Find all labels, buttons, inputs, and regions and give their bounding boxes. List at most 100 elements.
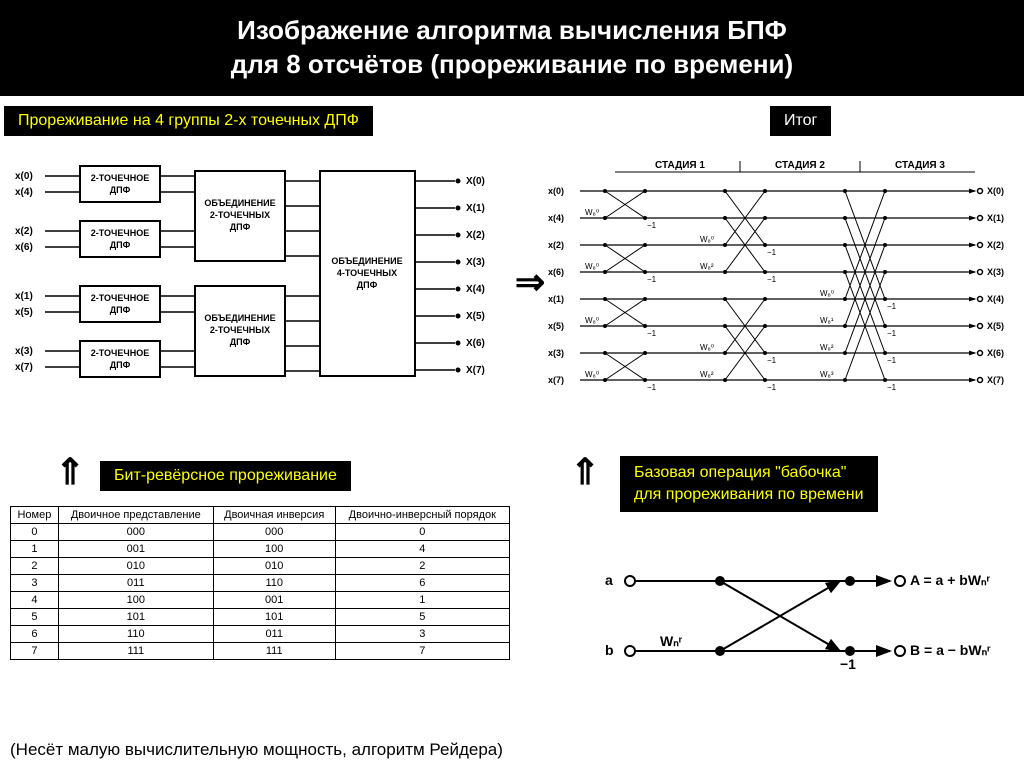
- svg-text:2-ТОЧЕЧНОЕ: 2-ТОЧЕЧНОЕ: [91, 348, 149, 358]
- label-butterfly-l1: Базовая операция "бабочка": [634, 464, 846, 481]
- label-result: Итог: [770, 106, 831, 136]
- footnote: (Несёт малую вычислительную мощность, ал…: [10, 740, 503, 760]
- svg-text:4-ТОЧЕЧНЫХ: 4-ТОЧЕЧНЫХ: [337, 268, 397, 278]
- svg-text:W₈⁰: W₈⁰: [585, 262, 599, 271]
- svg-text:x(2): x(2): [548, 240, 564, 250]
- svg-text:X(6): X(6): [466, 338, 485, 349]
- svg-text:x(0): x(0): [548, 186, 564, 196]
- svg-text:x(5): x(5): [548, 321, 564, 331]
- svg-text:x(7): x(7): [15, 362, 33, 373]
- svg-text:X(7): X(7): [466, 365, 485, 376]
- table-row: 71111117: [11, 642, 510, 659]
- title-line2: для 8 отсчётов (прореживание по времени): [231, 49, 793, 79]
- svg-text:W₈⁰: W₈⁰: [585, 316, 599, 325]
- svg-text:−1: −1: [647, 329, 657, 338]
- svg-text:x(3): x(3): [15, 346, 33, 357]
- svg-text:−1: −1: [767, 275, 777, 284]
- svg-text:X(4): X(4): [987, 294, 1004, 304]
- svg-text:ДПФ: ДПФ: [230, 337, 251, 347]
- svg-text:СТАДИЯ 1: СТАДИЯ 1: [655, 160, 705, 171]
- svg-text:x(1): x(1): [548, 294, 564, 304]
- table-header: Двоичное представление: [58, 506, 213, 523]
- label-decimation: Прореживание на 4 группы 2-х точечных ДП…: [4, 106, 373, 136]
- svg-text:B = a − bWₙʳ: B = a − bWₙʳ: [910, 642, 991, 658]
- svg-text:2-ТОЧЕЧНЫХ: 2-ТОЧЕЧНЫХ: [210, 325, 270, 335]
- svg-text:X(3): X(3): [987, 267, 1004, 277]
- svg-text:W₈²: W₈²: [820, 343, 834, 352]
- svg-text:X(4): X(4): [466, 284, 485, 295]
- svg-text:X(2): X(2): [987, 240, 1004, 250]
- svg-text:W₈²: W₈²: [700, 370, 714, 379]
- table-header: Двоичная инверсия: [213, 506, 335, 523]
- block-diagram: 2-ТОЧЕЧНОЕ ДПФ 2-ТОЧЕЧНОЕ ДПФ 2-ТОЧЕЧНОЕ ДП…: [10, 156, 510, 396]
- svg-text:x(7): x(7): [548, 375, 564, 385]
- svg-text:x(6): x(6): [548, 267, 564, 277]
- svg-text:x(0): x(0): [15, 171, 33, 182]
- svg-text:X(7): X(7): [987, 375, 1004, 385]
- svg-text:x(6): x(6): [15, 242, 33, 253]
- svg-text:−1: −1: [767, 356, 777, 365]
- title-line1: Изображение алгоритма вычисления БПФ: [237, 15, 787, 45]
- svg-text:X(1): X(1): [466, 203, 485, 214]
- svg-text:A = a + bWₙʳ: A = a + bWₙʳ: [910, 572, 991, 588]
- arrow-up-right: ⇑: [570, 451, 600, 493]
- svg-text:a: a: [605, 572, 613, 588]
- table-row: 10011004: [11, 540, 510, 557]
- svg-text:−1: −1: [887, 302, 897, 311]
- svg-text:ОБЪЕДИНЕНИЕ: ОБЪЕДИНЕНИЕ: [204, 313, 275, 323]
- svg-text:−1: −1: [767, 248, 777, 257]
- svg-text:W₈⁰: W₈⁰: [700, 343, 714, 352]
- svg-text:2-ТОЧЕЧНЫХ: 2-ТОЧЕЧНЫХ: [210, 210, 270, 220]
- svg-text:−1: −1: [840, 656, 856, 672]
- svg-text:ДПФ: ДПФ: [230, 222, 251, 232]
- svg-text:X(5): X(5): [466, 311, 485, 322]
- svg-text:−1: −1: [887, 383, 897, 392]
- table-header: Двоично-инверсный порядок: [335, 506, 509, 523]
- svg-text:СТАДИЯ 2: СТАДИЯ 2: [775, 160, 825, 171]
- svg-text:W₈⁰: W₈⁰: [585, 370, 599, 379]
- svg-text:−1: −1: [647, 221, 657, 230]
- svg-text:−1: −1: [647, 383, 657, 392]
- svg-text:x(1): x(1): [15, 291, 33, 302]
- svg-text:X(2): X(2): [466, 230, 485, 241]
- title-bar: Изображение алгоритма вычисления БПФ для…: [0, 0, 1024, 96]
- svg-text:2-ТОЧЕЧНОЕ: 2-ТОЧЕЧНОЕ: [91, 228, 149, 238]
- svg-text:x(3): x(3): [548, 348, 564, 358]
- label-bitrev: Бит-ревёрсное прореживание: [100, 461, 351, 491]
- arrow-up-left: ⇑: [55, 451, 85, 493]
- svg-text:X(6): X(6): [987, 348, 1004, 358]
- svg-text:−1: −1: [647, 275, 657, 284]
- table-row: 20100102: [11, 557, 510, 574]
- svg-text:W₈⁰: W₈⁰: [585, 208, 599, 217]
- svg-text:W₈⁰: W₈⁰: [700, 235, 714, 244]
- svg-text:X(3): X(3): [466, 257, 485, 268]
- table-row: 00000000: [11, 523, 510, 540]
- label-butterfly-l2: для прореживания по времени: [634, 486, 864, 503]
- butterfly-basic-diagram: a b Wₙʳ −1 A = a + bWₙʳ B = a − bWₙʳ: [590, 551, 1000, 681]
- svg-text:W₈³: W₈³: [820, 370, 834, 379]
- table-row: 41000011: [11, 591, 510, 608]
- svg-text:X(0): X(0): [987, 186, 1004, 196]
- svg-text:W₈²: W₈²: [700, 262, 714, 271]
- svg-text:−1: −1: [887, 356, 897, 365]
- butterfly-full-diagram: СТАДИЯ 1СТАДИЯ 2СТАДИЯ 3x(0)X(0)x(4)X(1)…: [545, 156, 1015, 416]
- svg-text:ОБЪЕДИНЕНИЕ: ОБЪЕДИНЕНИЕ: [331, 256, 402, 266]
- svg-text:W₈⁰: W₈⁰: [820, 289, 834, 298]
- table-header: Номер: [11, 506, 59, 523]
- table-row: 61100113: [11, 625, 510, 642]
- arrow-right: ⇒: [515, 261, 545, 303]
- svg-text:ДПФ: ДПФ: [110, 360, 131, 370]
- svg-text:ДПФ: ДПФ: [110, 305, 131, 315]
- svg-text:ОБЪЕДИНЕНИЕ: ОБЪЕДИНЕНИЕ: [204, 198, 275, 208]
- table-row: 30111106: [11, 574, 510, 591]
- svg-text:ДПФ: ДПФ: [357, 280, 378, 290]
- bitrev-table: НомерДвоичное представлениеДвоичная инве…: [10, 506, 510, 660]
- svg-text:x(5): x(5): [15, 307, 33, 318]
- svg-text:−1: −1: [887, 329, 897, 338]
- svg-text:b: b: [605, 642, 614, 658]
- svg-text:2-ТОЧЕЧНОЕ: 2-ТОЧЕЧНОЕ: [91, 293, 149, 303]
- svg-text:x(4): x(4): [15, 187, 33, 198]
- svg-text:x(2): x(2): [15, 226, 33, 237]
- svg-text:−1: −1: [767, 383, 777, 392]
- svg-text:W₈¹: W₈¹: [820, 316, 834, 325]
